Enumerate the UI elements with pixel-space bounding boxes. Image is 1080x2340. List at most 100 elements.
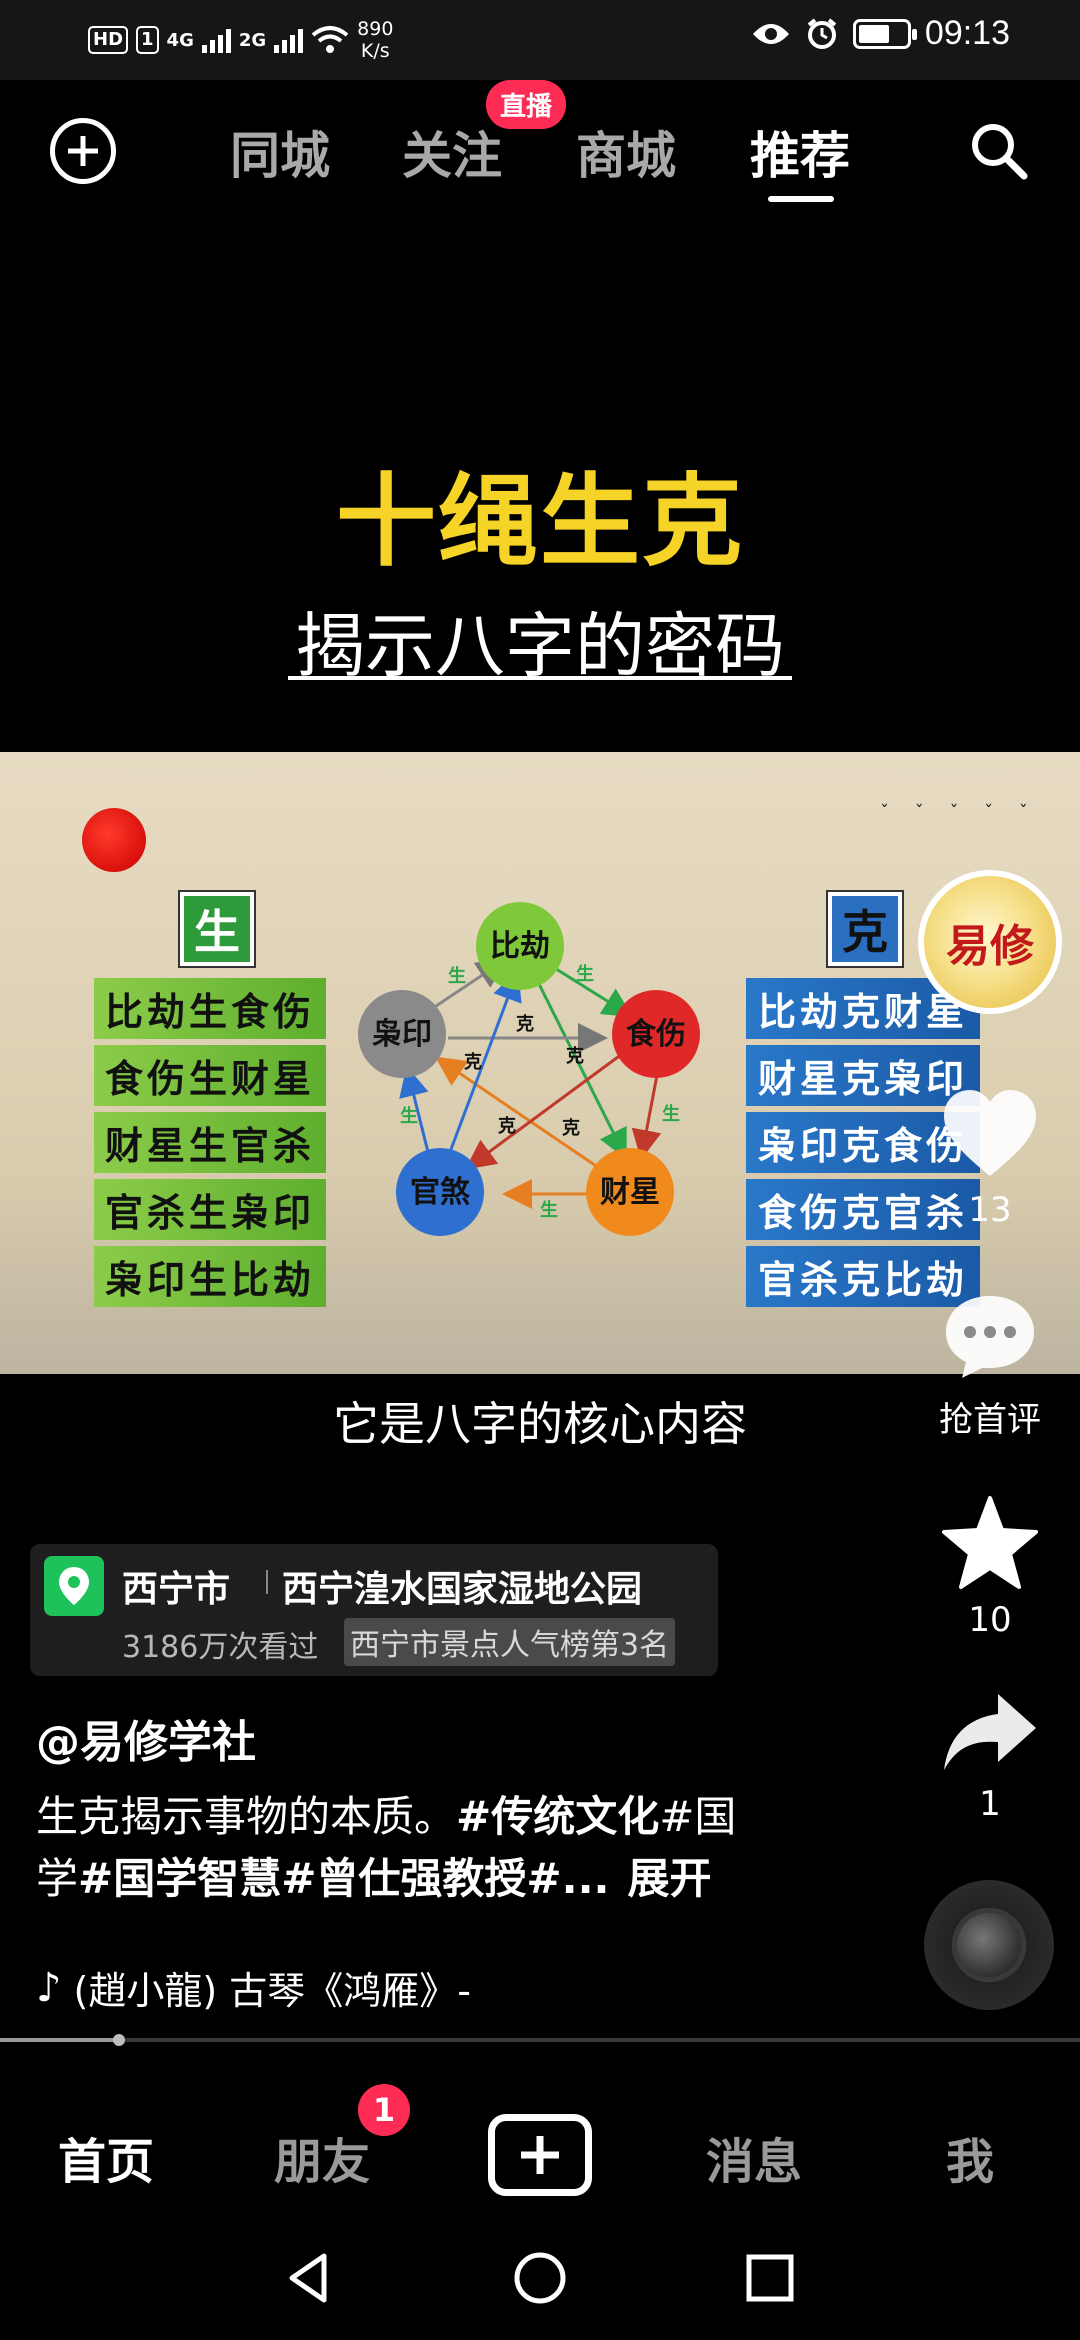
star-icon	[942, 1496, 1038, 1589]
author-avatar[interactable]: 易修	[918, 870, 1062, 1014]
like-count: 13	[968, 1190, 1012, 1230]
location-pin-icon	[44, 1556, 104, 1616]
node-xiaoyin-label: 枭印	[372, 1017, 432, 1052]
comment-button[interactable]: 抢首评	[910, 1290, 1070, 1441]
share-button[interactable]: 1	[910, 1690, 1070, 1824]
avatar-text: 易修	[946, 921, 1034, 972]
nav-me[interactable]: 我	[946, 2134, 995, 2190]
favorite-button[interactable]: 10	[910, 1494, 1070, 1640]
edge-label: 克	[562, 1117, 580, 1139]
music-disc[interactable]	[924, 1880, 1054, 2010]
edge-label: 生	[540, 1199, 558, 1221]
hashtag[interactable]: #传统文化	[456, 1792, 660, 1841]
edge-bijie-caixing	[532, 973, 627, 1160]
sheng-rule: 食伤生财星	[94, 1045, 326, 1106]
red-sun-icon	[82, 808, 146, 872]
location-card[interactable]: 西宁市 西宁湟水国家湿地公园 3186万次看过 西宁市景点人气榜第3名	[30, 1544, 718, 1676]
edge-label: 生	[662, 1103, 680, 1125]
post-description: 生克揭示事物的本质。#传统文化#国学#国学智慧#曾仕强教授#... 展开	[36, 1786, 796, 1910]
location-views: 3186万次看过	[122, 1630, 319, 1665]
edge-label: 生	[576, 963, 594, 985]
tab-mall[interactable]: 商城	[576, 127, 676, 185]
progress-fill	[0, 2038, 119, 2042]
hashtag[interactable]: #国	[659, 1792, 737, 1841]
location-place: 西宁湟水国家湿地公园	[282, 1569, 643, 1610]
hashtag[interactable]: #曾仕强教授	[281, 1854, 527, 1903]
progress-handle[interactable]	[113, 2034, 125, 2046]
nav-messages[interactable]: 消息	[706, 2134, 803, 2190]
desc-text: 生克揭示事物的本质。	[36, 1792, 457, 1841]
create-post-button[interactable]	[488, 2114, 592, 2196]
edge-label: 克	[516, 1013, 534, 1035]
nav-friends[interactable]: 朋友	[274, 2134, 371, 2190]
like-button[interactable]: 13	[910, 1088, 1070, 1230]
music-info[interactable]: ♪ (趙小龍) 古琴《鸿雁》-	[36, 1960, 471, 2015]
location-separator	[266, 1570, 268, 1594]
ke-rules: 比劫克财星 财星克枭印 枭印克食伤 食伤克官杀 官杀克比劫	[746, 978, 980, 1307]
node-caixing-label: 财星	[600, 1175, 660, 1210]
tab-recommend[interactable]: 推荐	[750, 127, 850, 185]
signal-icon	[201, 27, 231, 53]
node-guansha-label: 官煞	[410, 1175, 470, 1210]
edge-shishang-caixing	[631, 1069, 662, 1160]
ke-rule: 财星克枭印	[746, 1045, 980, 1106]
ke-rule: 食伤克官杀	[746, 1179, 980, 1240]
recents-icon[interactable]	[740, 2248, 800, 2308]
video-subtitle: 揭示八字的密码	[295, 605, 785, 687]
location-city: 西宁市	[122, 1569, 231, 1610]
status-left: HD 1 4G 2G 890 K/s	[88, 18, 393, 62]
author-handle[interactable]: @易修学社	[36, 1717, 256, 1768]
ke-rule: 枭印克食伤	[746, 1112, 980, 1173]
video-frame[interactable]: ˇ ˇ ˇ ˇ ˇ 生 克 比劫生食伤 食伤生财星 财星生官杀 官杀生枭印 枭印…	[0, 752, 1080, 1374]
edge-guansha-bijie	[448, 970, 522, 1153]
tab-following[interactable]: 关注	[402, 127, 502, 185]
ke-rule: 比劫克财星	[746, 978, 980, 1039]
network-type-2: 2G	[238, 29, 267, 51]
sheng-rule: 枭印生比劫	[94, 1246, 326, 1307]
network-type-1: 4G	[166, 29, 194, 51]
comment-icon	[946, 1296, 1034, 1378]
sim-indicator: 1	[136, 26, 159, 54]
tiktok-note-icon: ♪	[36, 1964, 62, 2011]
music-cover	[957, 1913, 1021, 1977]
clock: 09:13	[924, 14, 1010, 52]
net-speed: 890 K/s	[357, 18, 393, 62]
node-shishang-label: 食伤	[626, 1017, 686, 1052]
system-nav	[0, 2220, 1080, 2340]
bottom-nav: 首页 朋友 1 消息 我	[0, 2050, 1080, 2220]
hashtag[interactable]: #国学智慧	[78, 1854, 282, 1903]
hashtag[interactable]: 学	[36, 1854, 79, 1903]
node-guansha	[396, 1148, 484, 1236]
eye-icon	[752, 23, 789, 44]
status-bar: HD 1 4G 2G 890 K/s 09:13	[0, 0, 1080, 80]
edge-label: 克	[464, 1051, 482, 1073]
five-elements-diagram: 生 生 生 生 生 克 克 克 克 克 比劫 食伤 财星 官煞 枭印	[358, 902, 700, 1236]
sheng-tag: 生	[180, 892, 254, 966]
video-progress[interactable]	[0, 2034, 1080, 2046]
expand-button[interactable]: 展开	[627, 1854, 712, 1903]
back-icon[interactable]	[280, 2248, 340, 2308]
net-speed-unit: K/s	[360, 40, 390, 62]
music-title: (趙小龍) 古琴《鸿雁》-	[73, 1969, 471, 2013]
location-rank-badge: 西宁市景点人气榜第3名	[344, 1618, 676, 1666]
edge-label: 生	[400, 1105, 418, 1127]
birds-icon: ˇ ˇ ˇ ˇ ˇ	[880, 802, 1038, 823]
sheng-rule: 财星生官杀	[94, 1112, 326, 1173]
video-caption: 它是八字的核心内容	[333, 1397, 747, 1451]
edge-bijie-shishang	[544, 960, 634, 1018]
battery-icon	[852, 18, 917, 49]
nav-home[interactable]: 首页	[58, 2134, 155, 2190]
home-icon[interactable]	[510, 2248, 570, 2308]
edge-caixing-xiaoyin	[435, 1056, 603, 1172]
wifi-icon	[311, 26, 349, 53]
search-icon[interactable]	[966, 118, 1030, 182]
add-icon[interactable]	[50, 118, 116, 184]
live-badge[interactable]: 直播	[486, 80, 567, 129]
sheng-rules: 比劫生食伤 食伤生财星 财星生官杀 官杀生枭印 枭印生比劫	[94, 978, 326, 1307]
sheng-rule: 官杀生枭印	[94, 1179, 326, 1240]
tab-local[interactable]: 同城	[230, 127, 330, 185]
subtitle-underline	[288, 676, 792, 680]
hashtag[interactable]: #...	[526, 1854, 610, 1903]
node-bijie	[476, 902, 564, 990]
heart-icon	[944, 1090, 1036, 1176]
